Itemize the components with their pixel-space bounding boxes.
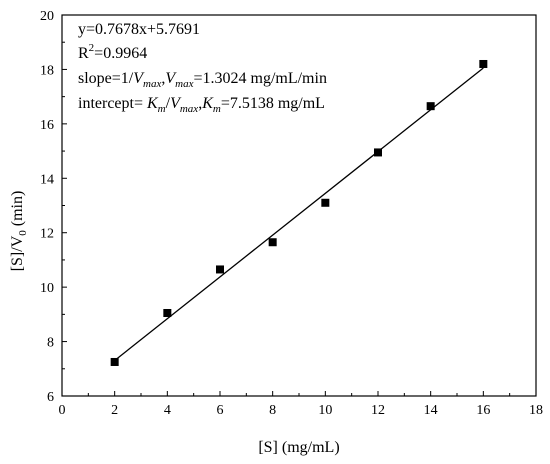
x-tick-label: 18 <box>529 403 543 418</box>
x-tick-label: 8 <box>269 403 276 418</box>
x-tick-label: 10 <box>318 403 332 418</box>
x-tick-label: 4 <box>164 403 171 418</box>
data-point <box>216 265 224 274</box>
y-tick-label: 16 <box>40 118 54 133</box>
y-tick-labels: 6 8 10 12 14 16 18 20 <box>40 9 54 405</box>
data-point <box>268 238 277 247</box>
x-tick-label: 6 <box>217 403 224 418</box>
x-tick-labels: 0 2 4 6 8 10 12 14 16 18 <box>59 403 544 418</box>
data-point <box>110 357 119 366</box>
y-tick-label: 20 <box>40 9 54 24</box>
data-point <box>479 59 488 68</box>
intercept-text: intercept= Km/Vmax,Km=7.5138 mg/mL <box>78 95 325 115</box>
tick-marks <box>61 14 537 397</box>
y-tick-label: 12 <box>40 227 54 242</box>
data-points <box>110 59 488 366</box>
y-tick-label: 8 <box>47 336 54 351</box>
slope-text: slope=1/Vmax,Vmax=1.3024 mg/mL/min <box>78 70 327 90</box>
data-point <box>374 148 382 157</box>
data-point <box>321 198 330 207</box>
y-axis-label: [S]/V0 (min) <box>9 191 29 272</box>
y-tick-label: 14 <box>40 172 54 187</box>
equation-text: y=0.7678x+5.7691 <box>78 21 200 38</box>
x-axis-label: [S] (mg/mL) <box>258 439 339 456</box>
y-tick-label: 6 <box>47 390 54 405</box>
x-tick-label: 2 <box>111 403 118 418</box>
y-tick-label: 10 <box>40 281 54 296</box>
x-tick-label: 0 <box>59 403 66 418</box>
x-tick-label: 12 <box>371 403 385 418</box>
y-tick-label: 18 <box>40 63 54 78</box>
x-tick-label: 14 <box>424 403 438 418</box>
data-point <box>163 308 172 317</box>
annotation-block: y=0.7678x+5.7691 R2=0.9964 slope=1/Vmax,… <box>78 21 327 115</box>
data-point <box>426 102 435 111</box>
x-tick-label: 16 <box>476 403 490 418</box>
fit-line-group <box>114 67 484 362</box>
fit-line <box>114 67 484 362</box>
r-squared-text: R2=0.9964 <box>78 42 147 62</box>
